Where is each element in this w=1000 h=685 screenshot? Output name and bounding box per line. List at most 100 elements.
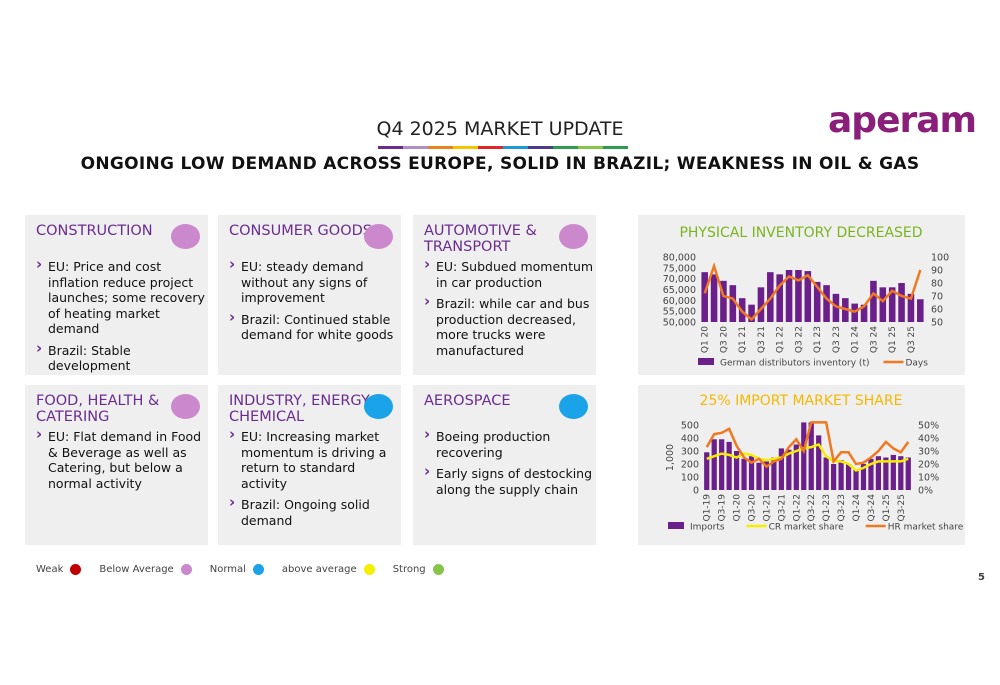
bar [756, 462, 762, 490]
bullets: Boeing production recovering Early signs … [424, 427, 594, 503]
panel-title: CONSUMER GOODS [229, 223, 372, 239]
x-tick-label: Q3-21 [777, 494, 787, 522]
x-tick-label: Q3-23 [837, 494, 847, 522]
bar [771, 457, 777, 490]
panel: AEROSPACE Boeing production recovering Ear… [413, 385, 596, 545]
legend-swatch [698, 358, 714, 365]
x-tick-label: Q1 23 [813, 326, 823, 353]
slide-title: Q4 2025 MARKET UPDATE [376, 118, 624, 140]
line [706, 442, 909, 472]
x-tick-label: Q3-24 [867, 494, 877, 522]
y-tick-label: 100 [681, 473, 699, 484]
y2-tick-label: 50 [931, 318, 943, 329]
bullet: Brazil: Ongoing solid demand [229, 495, 399, 528]
legend-swatch [668, 522, 684, 529]
y-tick-label: 75,000 [663, 263, 696, 274]
bar [860, 464, 867, 490]
color-bar [378, 146, 628, 149]
slide-subtitle: ONGOING LOW DEMAND ACROSS EUROPE, SOLID … [80, 154, 920, 174]
y2-tick-label: 50% [918, 421, 939, 432]
bullet: Brazil: Continued stable demand for whit… [229, 310, 399, 343]
bullet: EU: Increasing market momentum is drivin… [229, 427, 399, 491]
bullet: Brazil: Stable development [36, 341, 206, 374]
legend-dot [432, 564, 444, 575]
legend-label: above average [281, 564, 357, 575]
legend-label: Imports [690, 523, 725, 533]
bar [888, 287, 896, 322]
chart: 25% IMPORT MARKET SHARE 0 100 200 300 400 500 0… [665, 393, 964, 533]
bar [860, 304, 868, 322]
bar [868, 458, 874, 490]
y-tick-label: 300 [681, 447, 699, 458]
legend-label: HR market share [888, 523, 964, 533]
x-tick-label: Q1-20 [733, 494, 743, 522]
panel: FOOD, HEALTH & CATERINGEU: Flat demand i… [25, 385, 208, 545]
bullet: Brazil: while car and bus production dec… [424, 294, 594, 358]
legend-dot [180, 564, 192, 575]
bullets: EU: Price and cost inflation reduce proj… [36, 257, 206, 380]
bar [748, 456, 755, 490]
status-legend: Weak Below Average Normal above average Stro… [36, 564, 462, 575]
x-tick-label: Q3 22 [794, 326, 804, 353]
x-tick-label: Q3 20 [719, 326, 729, 353]
bar [813, 281, 821, 322]
legend-label: Days [905, 359, 928, 369]
x-tick-label: Q3-20 [748, 494, 758, 522]
bar [776, 274, 783, 322]
y-tick-label: 500 [681, 421, 699, 432]
bullet: Boeing production recovering [424, 427, 594, 460]
bar [816, 435, 822, 490]
bar [832, 293, 840, 322]
legend-item: Below Average [99, 564, 192, 575]
y-tick-label: 0 [693, 486, 699, 497]
bar [726, 441, 732, 490]
y2-tick-label: 100 [931, 253, 949, 264]
panel-title: FOOD, HEALTH & CATERING [36, 393, 160, 425]
panel-title: AUTOMOTIVE & TRANSPORT [424, 223, 537, 255]
bullets: EU: Flat demand in Food & Beverage as we… [36, 427, 206, 497]
logo: aperam [828, 100, 977, 141]
panel: AUTOMOTIVE & TRANSPORTEU: Subdued moment… [413, 215, 596, 375]
legend-label: Below Average [99, 564, 174, 575]
x-tick-label: Q1 25 [888, 326, 898, 353]
bar [883, 457, 889, 490]
status-dot [364, 224, 393, 249]
x-tick-label: Q1 21 [738, 326, 748, 353]
bullet: EU: Price and cost inflation reduce proj… [36, 257, 206, 337]
bar [870, 280, 877, 322]
bar [704, 452, 710, 490]
bar [786, 449, 792, 490]
y-tick-label: 55,000 [663, 307, 696, 318]
bar [701, 272, 708, 322]
bar [808, 422, 814, 490]
line [703, 262, 922, 322]
legend-item: Weak [36, 564, 82, 575]
y2-tick-label: 80 [931, 279, 943, 290]
bar [710, 274, 718, 322]
line [705, 421, 910, 469]
status-dot [559, 394, 588, 419]
bullets: EU: Increasing market momentum is drivin… [229, 427, 399, 534]
legend-label: Normal [209, 564, 246, 575]
y-tick-label: 80,000 [663, 253, 696, 264]
bullets: EU: steady demand without any signs of i… [229, 257, 399, 349]
bar [823, 285, 830, 322]
panel: CONSUMER GOODS EU: steady demand without … [218, 215, 401, 375]
bar [801, 422, 807, 490]
x-tick-label: Q1-24 [852, 494, 862, 522]
chart-panel: 25% IMPORT MARKET SHARE 0 100 200 300 400 500 0… [638, 385, 965, 545]
bar [719, 439, 725, 490]
chart-title: PHYSICAL INVENTORY DECREASED [679, 225, 922, 241]
x-tick-label: Q1-22 [792, 494, 802, 522]
bar [898, 283, 905, 322]
bar [879, 287, 887, 322]
bar [795, 270, 802, 322]
bar [720, 280, 727, 322]
bar [853, 469, 859, 490]
legend-item: Normal [210, 564, 264, 575]
bar [757, 287, 765, 322]
y2-tick-label: 0% [918, 486, 933, 497]
y2-tick-label: 10% [918, 473, 939, 484]
y2-tick-label: 40% [918, 434, 939, 445]
legend-item: Strong [393, 564, 444, 575]
